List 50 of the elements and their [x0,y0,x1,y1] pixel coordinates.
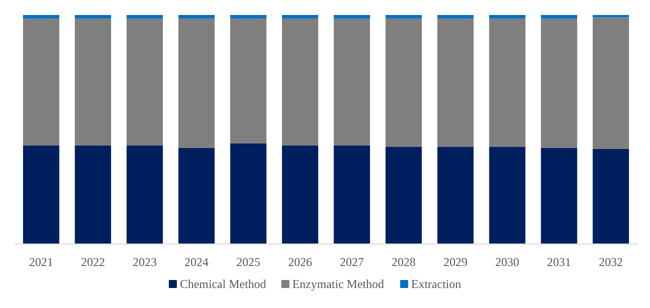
bar [178,148,215,244]
bar [23,18,60,146]
bar [334,146,370,244]
bar [230,15,266,18]
x-tick-label: 2029 [443,255,468,269]
x-tick-label: 2023 [132,255,157,269]
bar [592,17,629,149]
bar [74,15,112,18]
x-tick-label: 2027 [340,255,364,269]
x-tick-label: 2030 [495,255,520,269]
bar [282,18,318,146]
bar [126,15,163,18]
bar [282,15,318,18]
bar [74,18,112,146]
bar [540,18,578,148]
bar [23,146,60,244]
x-tick-label: 2021 [29,255,54,269]
bar [23,15,60,18]
bar [489,15,526,18]
bar [592,148,629,244]
x-tick-label: 2031 [547,255,572,269]
x-tick-label: 2032 [598,255,623,269]
legend-label: Extraction [411,277,462,291]
bar [437,18,474,147]
bar [386,146,422,244]
bar [334,18,370,146]
bar [126,18,163,146]
legend-label: Enzymatic Method [292,277,384,291]
bar [74,146,112,244]
bar [540,148,578,244]
x-tick-label: 2026 [288,255,312,269]
bar [334,15,370,18]
x-tick-label: 2022 [80,255,105,269]
bar [437,146,474,244]
x-tick-label: 2025 [236,255,260,269]
bar [230,143,266,244]
bar [489,18,526,147]
bar [489,146,526,244]
bar [540,15,578,18]
x-tick-label: 2024 [184,255,209,269]
bar [437,15,474,18]
bar [178,15,215,18]
bar [230,18,266,144]
bar [386,18,422,147]
x-tick-label: 2028 [392,255,416,269]
bar [126,146,163,244]
bar [386,15,422,18]
legend-label: Chemical Method [180,277,266,291]
bar [178,18,215,148]
bar [282,146,318,244]
